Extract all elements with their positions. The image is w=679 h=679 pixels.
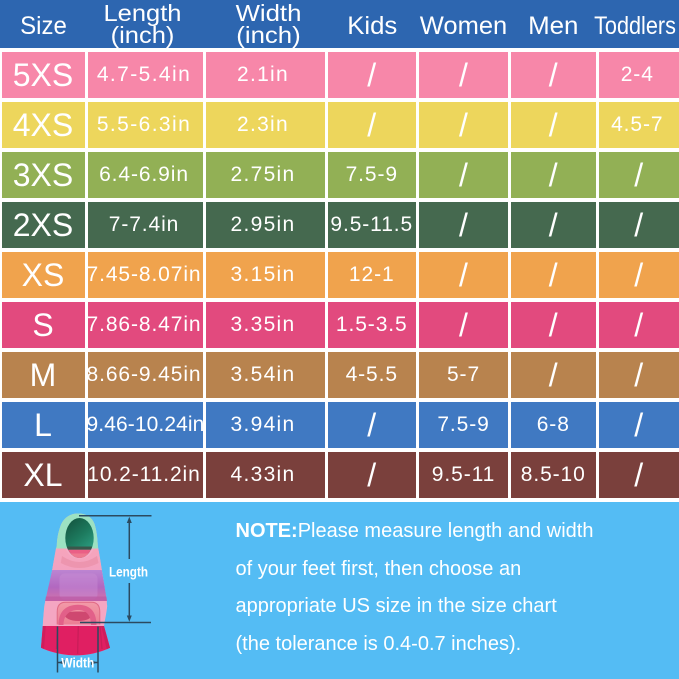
svg-text:Width: Width	[61, 655, 94, 671]
svg-text:Length: Length	[109, 564, 148, 580]
